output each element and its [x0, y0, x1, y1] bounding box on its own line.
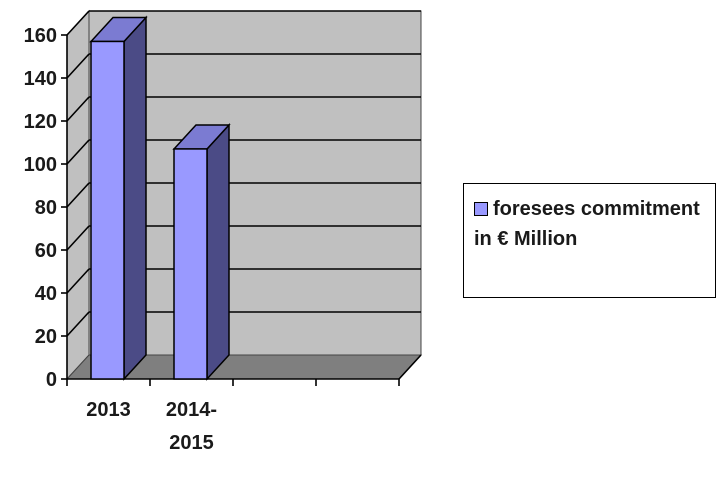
y-tick-label: 140 [24, 68, 57, 90]
gridline-side [66, 10, 90, 36]
gridline-side [66, 268, 90, 294]
bar [90, 40, 125, 380]
gridline-side [66, 96, 90, 122]
y-tick-label: 120 [24, 111, 57, 133]
y-tick-label: 80 [35, 197, 57, 219]
y-tick-label: 100 [24, 154, 57, 176]
legend: foresees commitment in € Million [463, 183, 716, 298]
gridline-side [66, 139, 90, 165]
bar-side [123, 15, 147, 381]
bar-side [206, 123, 230, 381]
gridline-side [66, 311, 90, 337]
legend-label: foresees commitment in € Million [474, 198, 700, 250]
legend-swatch [474, 202, 488, 216]
y-tick-label: 40 [35, 283, 57, 305]
y-tick-label: 0 [46, 369, 57, 391]
x-axis-depth-line [398, 354, 422, 380]
gridline-side [66, 182, 90, 208]
y-tick-label: 160 [24, 25, 57, 47]
y-tick-label: 20 [35, 326, 57, 348]
x-tick-label: 2014- [166, 399, 217, 421]
x-tick-label: 2013 [86, 399, 131, 421]
bar [173, 148, 208, 380]
gridline-side [66, 53, 90, 79]
gridline-side [66, 225, 90, 251]
x-tick-label: 2015 [169, 432, 214, 454]
y-tick-label: 60 [35, 240, 57, 262]
